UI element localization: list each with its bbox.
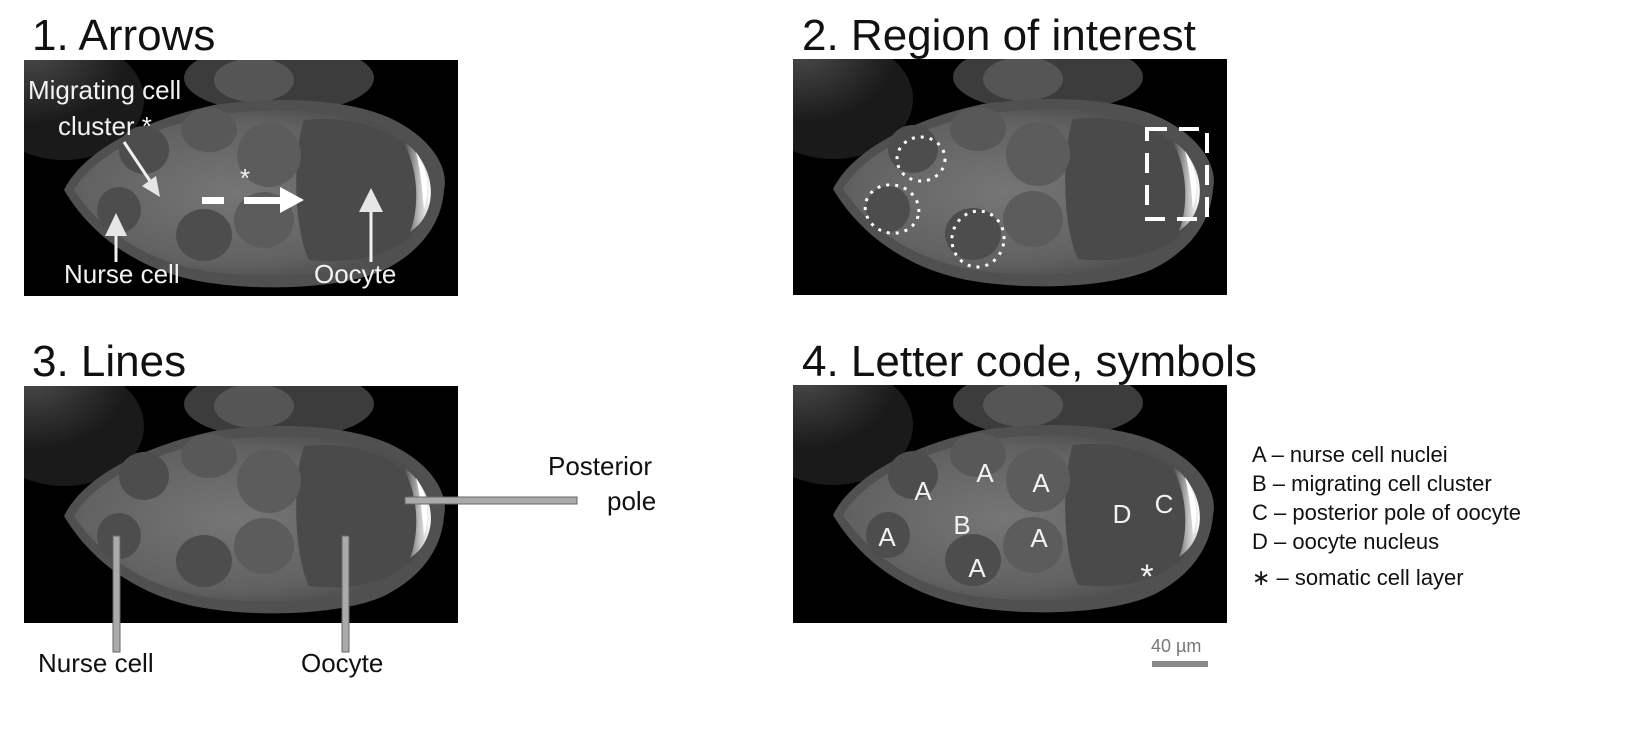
posterior-label-line2: pole	[607, 486, 657, 516]
roi-nucleus-3	[950, 209, 1006, 269]
migrating-label-line2: cluster *	[58, 111, 152, 141]
legend-row-a: A – nurse cell nuclei	[1252, 442, 1448, 467]
letter-a: A	[968, 553, 986, 583]
lines-nurse-cell-label: Nurse cell	[38, 648, 154, 678]
migrating-arrow-head	[142, 176, 160, 197]
roi-posterior-pole-box	[1145, 127, 1209, 221]
letter-c: C	[1154, 489, 1174, 519]
panel-2-title: 2. Region of interest	[802, 11, 1196, 60]
migration-dash-2	[244, 197, 284, 204]
migrating-label-line1: Migrating cell	[28, 75, 182, 105]
migration-arrow-head	[280, 187, 304, 213]
legend-row-b: B – migrating cell cluster	[1252, 471, 1492, 496]
panel-4-title: 4. Letter code, symbols	[802, 337, 1257, 386]
letter-a: A	[976, 458, 994, 488]
panel-4-image: A A A A A A B C D *	[793, 385, 1227, 623]
letter-a: A	[1030, 523, 1048, 553]
panel-1-title: 1. Arrows	[32, 11, 216, 60]
letter-a: A	[878, 522, 896, 552]
lines-oocyte-label: Oocyte	[301, 648, 384, 678]
migration-asterisk: *	[240, 163, 251, 193]
somatic-asterisk: *	[1140, 558, 1154, 596]
letter-a: A	[1032, 468, 1050, 498]
scale-bar	[1152, 661, 1208, 667]
panel-3-image	[24, 386, 458, 623]
panel-3-title: 3. Lines	[32, 337, 187, 386]
panel-2-image	[793, 59, 1227, 295]
posterior-label-line1: Posterior	[548, 451, 653, 481]
letter-b: B	[953, 510, 971, 540]
panel-1-image: Migrating cell cluster * * Nurse cell Oo…	[24, 60, 458, 296]
egg-chamber-image	[24, 60, 458, 296]
oocyte-label: Oocyte	[314, 259, 397, 289]
migration-dash-1	[202, 197, 224, 204]
migrating-arrow-line	[122, 141, 154, 185]
letter-d: D	[1112, 499, 1132, 529]
legend-row-d: D – oocyte nucleus	[1252, 529, 1440, 554]
nurse-arrow-head	[105, 213, 127, 236]
roi-nucleus-2	[863, 183, 921, 235]
legend-row-asterisk: ∗ – somatic cell layer	[1252, 565, 1464, 590]
legend-row-c: C – posterior pole of oocyte	[1252, 500, 1522, 525]
roi-nucleus-1	[895, 135, 947, 183]
egg-chamber-image	[793, 59, 1227, 295]
oocyte-arrow-head	[359, 188, 383, 212]
scale-bar-label: 40 µm	[1151, 636, 1202, 656]
letter-a: A	[914, 476, 932, 506]
nurse-cell-label: Nurse cell	[64, 259, 180, 289]
egg-chamber-image	[24, 386, 458, 622]
